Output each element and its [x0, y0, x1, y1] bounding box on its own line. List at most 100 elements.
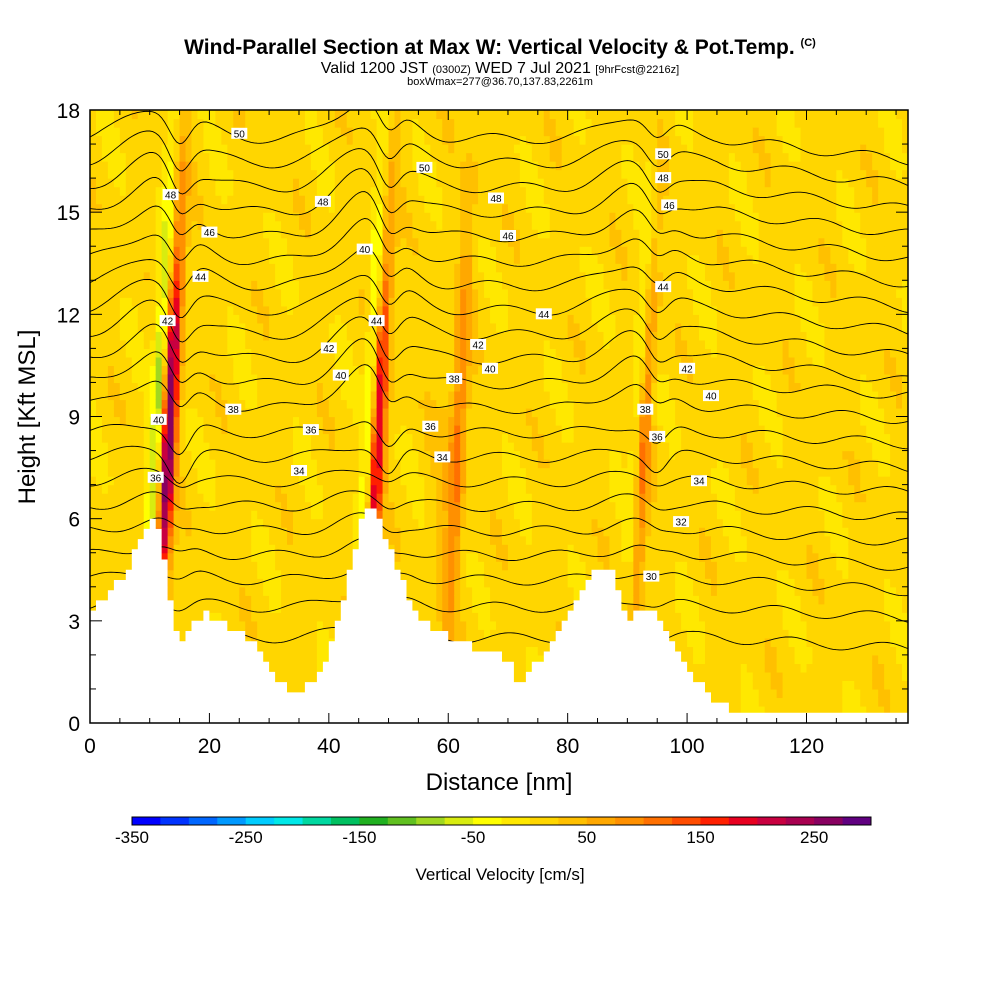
velocity-cell [412, 280, 419, 290]
velocity-cell [364, 476, 372, 486]
velocity-cell [490, 263, 497, 273]
velocity-cell [394, 467, 402, 477]
velocity-cell [418, 339, 425, 349]
velocity-cell [424, 246, 431, 256]
velocity-cell [269, 416, 276, 426]
velocity-cell [340, 237, 348, 247]
velocity-cell [454, 467, 461, 477]
velocity-cell [281, 569, 288, 579]
velocity-cell [245, 356, 252, 367]
velocity-cell [370, 425, 378, 435]
velocity-cell [275, 433, 282, 443]
velocity-cell [227, 450, 234, 460]
velocity-cell [119, 339, 127, 349]
velocity-cell [149, 356, 157, 367]
velocity-cell [281, 382, 288, 392]
velocity-cell [442, 620, 449, 630]
velocity-cell [460, 331, 467, 341]
velocity-cell [304, 433, 312, 443]
velocity-cell [101, 450, 109, 460]
velocity-cell [227, 416, 234, 426]
velocity-cell [119, 297, 127, 307]
velocity-cell [161, 535, 169, 545]
velocity-cell [179, 263, 187, 273]
velocity-cell [316, 271, 324, 281]
velocity-cell [131, 203, 139, 213]
velocity-cell [316, 450, 324, 460]
velocity-cell [197, 450, 205, 460]
velocity-cell [454, 459, 461, 469]
velocity-cell [293, 280, 300, 290]
velocity-cell [101, 493, 109, 503]
velocity-cell [382, 322, 390, 332]
velocity-cell [251, 493, 258, 503]
velocity-cell [316, 382, 324, 392]
velocity-cell [95, 322, 103, 332]
velocity-cell [340, 118, 348, 128]
velocity-cell [316, 152, 324, 162]
velocity-cell [394, 297, 402, 307]
velocity-cell [269, 561, 276, 571]
velocity-cell [233, 620, 240, 630]
velocity-cell [454, 629, 461, 639]
velocity-cell [263, 459, 270, 469]
velocity-cell [406, 169, 414, 179]
velocity-cell [179, 220, 187, 230]
velocity-cell [263, 433, 270, 443]
velocity-cell [95, 169, 103, 179]
velocity-cell [418, 178, 425, 188]
velocity-cell [251, 433, 258, 443]
velocity-cell [149, 288, 157, 298]
velocity-cell [484, 467, 491, 477]
velocity-cell [310, 212, 318, 222]
velocity-cell [125, 263, 133, 273]
velocity-cell [101, 390, 109, 401]
velocity-cell [113, 484, 121, 494]
velocity-cell [227, 144, 234, 154]
velocity-cell [293, 442, 300, 452]
velocity-cell [161, 339, 169, 349]
velocity-cell [245, 416, 252, 426]
velocity-cell [125, 407, 133, 418]
velocity-cell [197, 254, 205, 264]
velocity-cell [448, 586, 455, 596]
velocity-cell [400, 246, 408, 256]
velocity-cell [245, 459, 252, 469]
velocity-cell [251, 407, 258, 418]
velocity-cell [239, 612, 246, 622]
velocity-cell [394, 433, 402, 443]
velocity-cell [298, 127, 306, 137]
velocity-cell [101, 195, 109, 205]
velocity-cell [478, 578, 485, 588]
velocity-cell [448, 510, 455, 520]
velocity-cell [406, 220, 414, 230]
velocity-cell [179, 127, 187, 137]
velocity-cell [263, 603, 270, 613]
velocity-cell [454, 612, 461, 622]
velocity-cell [149, 212, 157, 222]
velocity-cell [478, 603, 485, 613]
velocity-cell [436, 186, 443, 196]
velocity-cell [293, 348, 300, 358]
velocity-cell [287, 407, 294, 418]
velocity-cell [310, 356, 318, 367]
velocity-cell [496, 646, 503, 656]
velocity-cell [263, 178, 270, 188]
velocity-cell [197, 237, 205, 247]
velocity-cell [203, 169, 211, 179]
velocity-cell [340, 561, 348, 571]
velocity-cell [281, 510, 288, 520]
velocity-cell [328, 152, 336, 162]
velocity-cell [496, 433, 503, 443]
velocity-cell [484, 535, 491, 545]
velocity-cell [90, 229, 97, 239]
velocity-cell [281, 603, 288, 613]
velocity-cell [376, 416, 384, 426]
velocity-cell [460, 476, 467, 486]
velocity-cell [322, 229, 330, 239]
velocity-cell [454, 603, 461, 613]
velocity-cell [293, 493, 300, 503]
velocity-cell [287, 288, 294, 298]
velocity-cell [430, 339, 437, 349]
velocity-cell [454, 127, 461, 137]
